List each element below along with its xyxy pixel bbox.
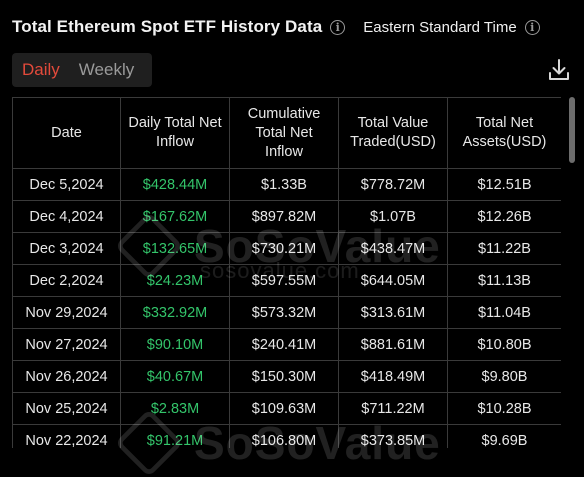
table-row: Dec 5,2024 $428.44M $1.33B $778.72M $12.51B bbox=[12, 168, 561, 201]
tab-daily[interactable]: Daily bbox=[22, 60, 60, 79]
table-row: Nov 29,2024 $332.92M $573.32M $313.61M $11.0… bbox=[12, 296, 561, 329]
table-row: Nov 22,2024 $91.21M $106.80M $373.85M $9.69B bbox=[12, 424, 561, 448]
table-cell: $897.82M bbox=[229, 200, 339, 233]
table-cell: $10.80B bbox=[447, 328, 561, 361]
column-header: Cumulative Total Net Inflow bbox=[229, 97, 339, 169]
table-cell: $11.13B bbox=[447, 264, 561, 297]
tab-weekly[interactable]: Weekly bbox=[78, 60, 135, 79]
info-icon[interactable]: i bbox=[330, 19, 346, 35]
etf-history-table: Date Daily Total Net Inflow Cumulative Tot… bbox=[12, 97, 561, 448]
period-tabs: Daily Weekly bbox=[12, 53, 152, 87]
table-cell: $373.85M bbox=[338, 424, 448, 448]
table-row: Nov 27,2024 $90.10M $240.41M $881.61M $10.80… bbox=[12, 328, 561, 361]
table-cell: $1.07B bbox=[338, 200, 448, 233]
column-header: Daily Total Net Inflow bbox=[120, 97, 230, 169]
table-cell: $711.22M bbox=[338, 392, 448, 425]
table-cell: $881.61M bbox=[338, 328, 448, 361]
table-cell: $24.23M bbox=[120, 264, 230, 297]
table-cell: $313.61M bbox=[338, 296, 448, 329]
table-cell: $167.62M bbox=[120, 200, 230, 233]
column-header: Total Value Traded(USD) bbox=[338, 97, 448, 169]
table-body: Dec 5,2024 $428.44M $1.33B $778.72M $12.51B D… bbox=[12, 168, 561, 448]
table-row: Dec 2,2024 $24.23M $597.55M $644.05M $11.13B bbox=[12, 264, 561, 297]
table-header-row: Date Daily Total Net Inflow Cumulative Tot… bbox=[12, 97, 561, 169]
table-cell: $90.10M bbox=[120, 328, 230, 361]
table-cell: $9.80B bbox=[447, 360, 561, 393]
timezone-label: Eastern Standard Time bbox=[363, 18, 517, 36]
info-icon[interactable]: i bbox=[524, 19, 540, 35]
table-cell: $11.22B bbox=[447, 232, 561, 265]
table-cell: $573.32M bbox=[229, 296, 339, 329]
table-cell: Dec 4,2024 bbox=[12, 200, 121, 233]
table-cell: $644.05M bbox=[338, 264, 448, 297]
table-cell: $418.49M bbox=[338, 360, 448, 393]
page-title: Total Ethereum Spot ETF History Data bbox=[12, 17, 323, 36]
table-cell: $109.63M bbox=[229, 392, 339, 425]
scrollbar[interactable] bbox=[569, 97, 575, 163]
etf-history-table-container: Date Daily Total Net Inflow Cumulative Tot… bbox=[12, 97, 561, 448]
table-cell: Nov 22,2024 bbox=[12, 424, 121, 448]
table-cell: Nov 25,2024 bbox=[12, 392, 121, 425]
header: Total Ethereum Spot ETF History Data i E… bbox=[12, 14, 540, 40]
table-cell: $12.26B bbox=[447, 200, 561, 233]
table-cell: $438.47M bbox=[338, 232, 448, 265]
table-cell: $1.33B bbox=[229, 168, 339, 201]
table-row: Nov 25,2024 $2.83M $109.63M $711.22M $10.28B bbox=[12, 392, 561, 425]
table-cell: Nov 27,2024 bbox=[12, 328, 121, 361]
table-cell: Dec 3,2024 bbox=[12, 232, 121, 265]
download-icon[interactable] bbox=[548, 58, 570, 82]
table-cell: Nov 26,2024 bbox=[12, 360, 121, 393]
table-cell: Dec 2,2024 bbox=[12, 264, 121, 297]
table-cell: $91.21M bbox=[120, 424, 230, 448]
table-cell: $12.51B bbox=[447, 168, 561, 201]
table-cell: $597.55M bbox=[229, 264, 339, 297]
table-cell: Dec 5,2024 bbox=[12, 168, 121, 201]
table-cell: $150.30M bbox=[229, 360, 339, 393]
table-cell: $40.67M bbox=[120, 360, 230, 393]
table-cell: $730.21M bbox=[229, 232, 339, 265]
table-cell: $106.80M bbox=[229, 424, 339, 448]
table-row: Nov 26,2024 $40.67M $150.30M $418.49M $9.80B bbox=[12, 360, 561, 393]
table-row: Dec 4,2024 $167.62M $897.82M $1.07B $12.26B bbox=[12, 200, 561, 233]
table-cell: $240.41M bbox=[229, 328, 339, 361]
table-cell: $11.04B bbox=[447, 296, 561, 329]
column-header: Date bbox=[12, 97, 121, 169]
table-cell: $2.83M bbox=[120, 392, 230, 425]
table-cell: $132.65M bbox=[120, 232, 230, 265]
table-cell: $332.92M bbox=[120, 296, 230, 329]
column-header: Total Net Assets(USD) bbox=[447, 97, 561, 169]
table-cell: $428.44M bbox=[120, 168, 230, 201]
table-cell: Nov 29,2024 bbox=[12, 296, 121, 329]
table-cell: $10.28B bbox=[447, 392, 561, 425]
table-row: Dec 3,2024 $132.65M $730.21M $438.47M $11.22… bbox=[12, 232, 561, 265]
table-cell: $9.69B bbox=[447, 424, 561, 448]
table-cell: $778.72M bbox=[338, 168, 448, 201]
